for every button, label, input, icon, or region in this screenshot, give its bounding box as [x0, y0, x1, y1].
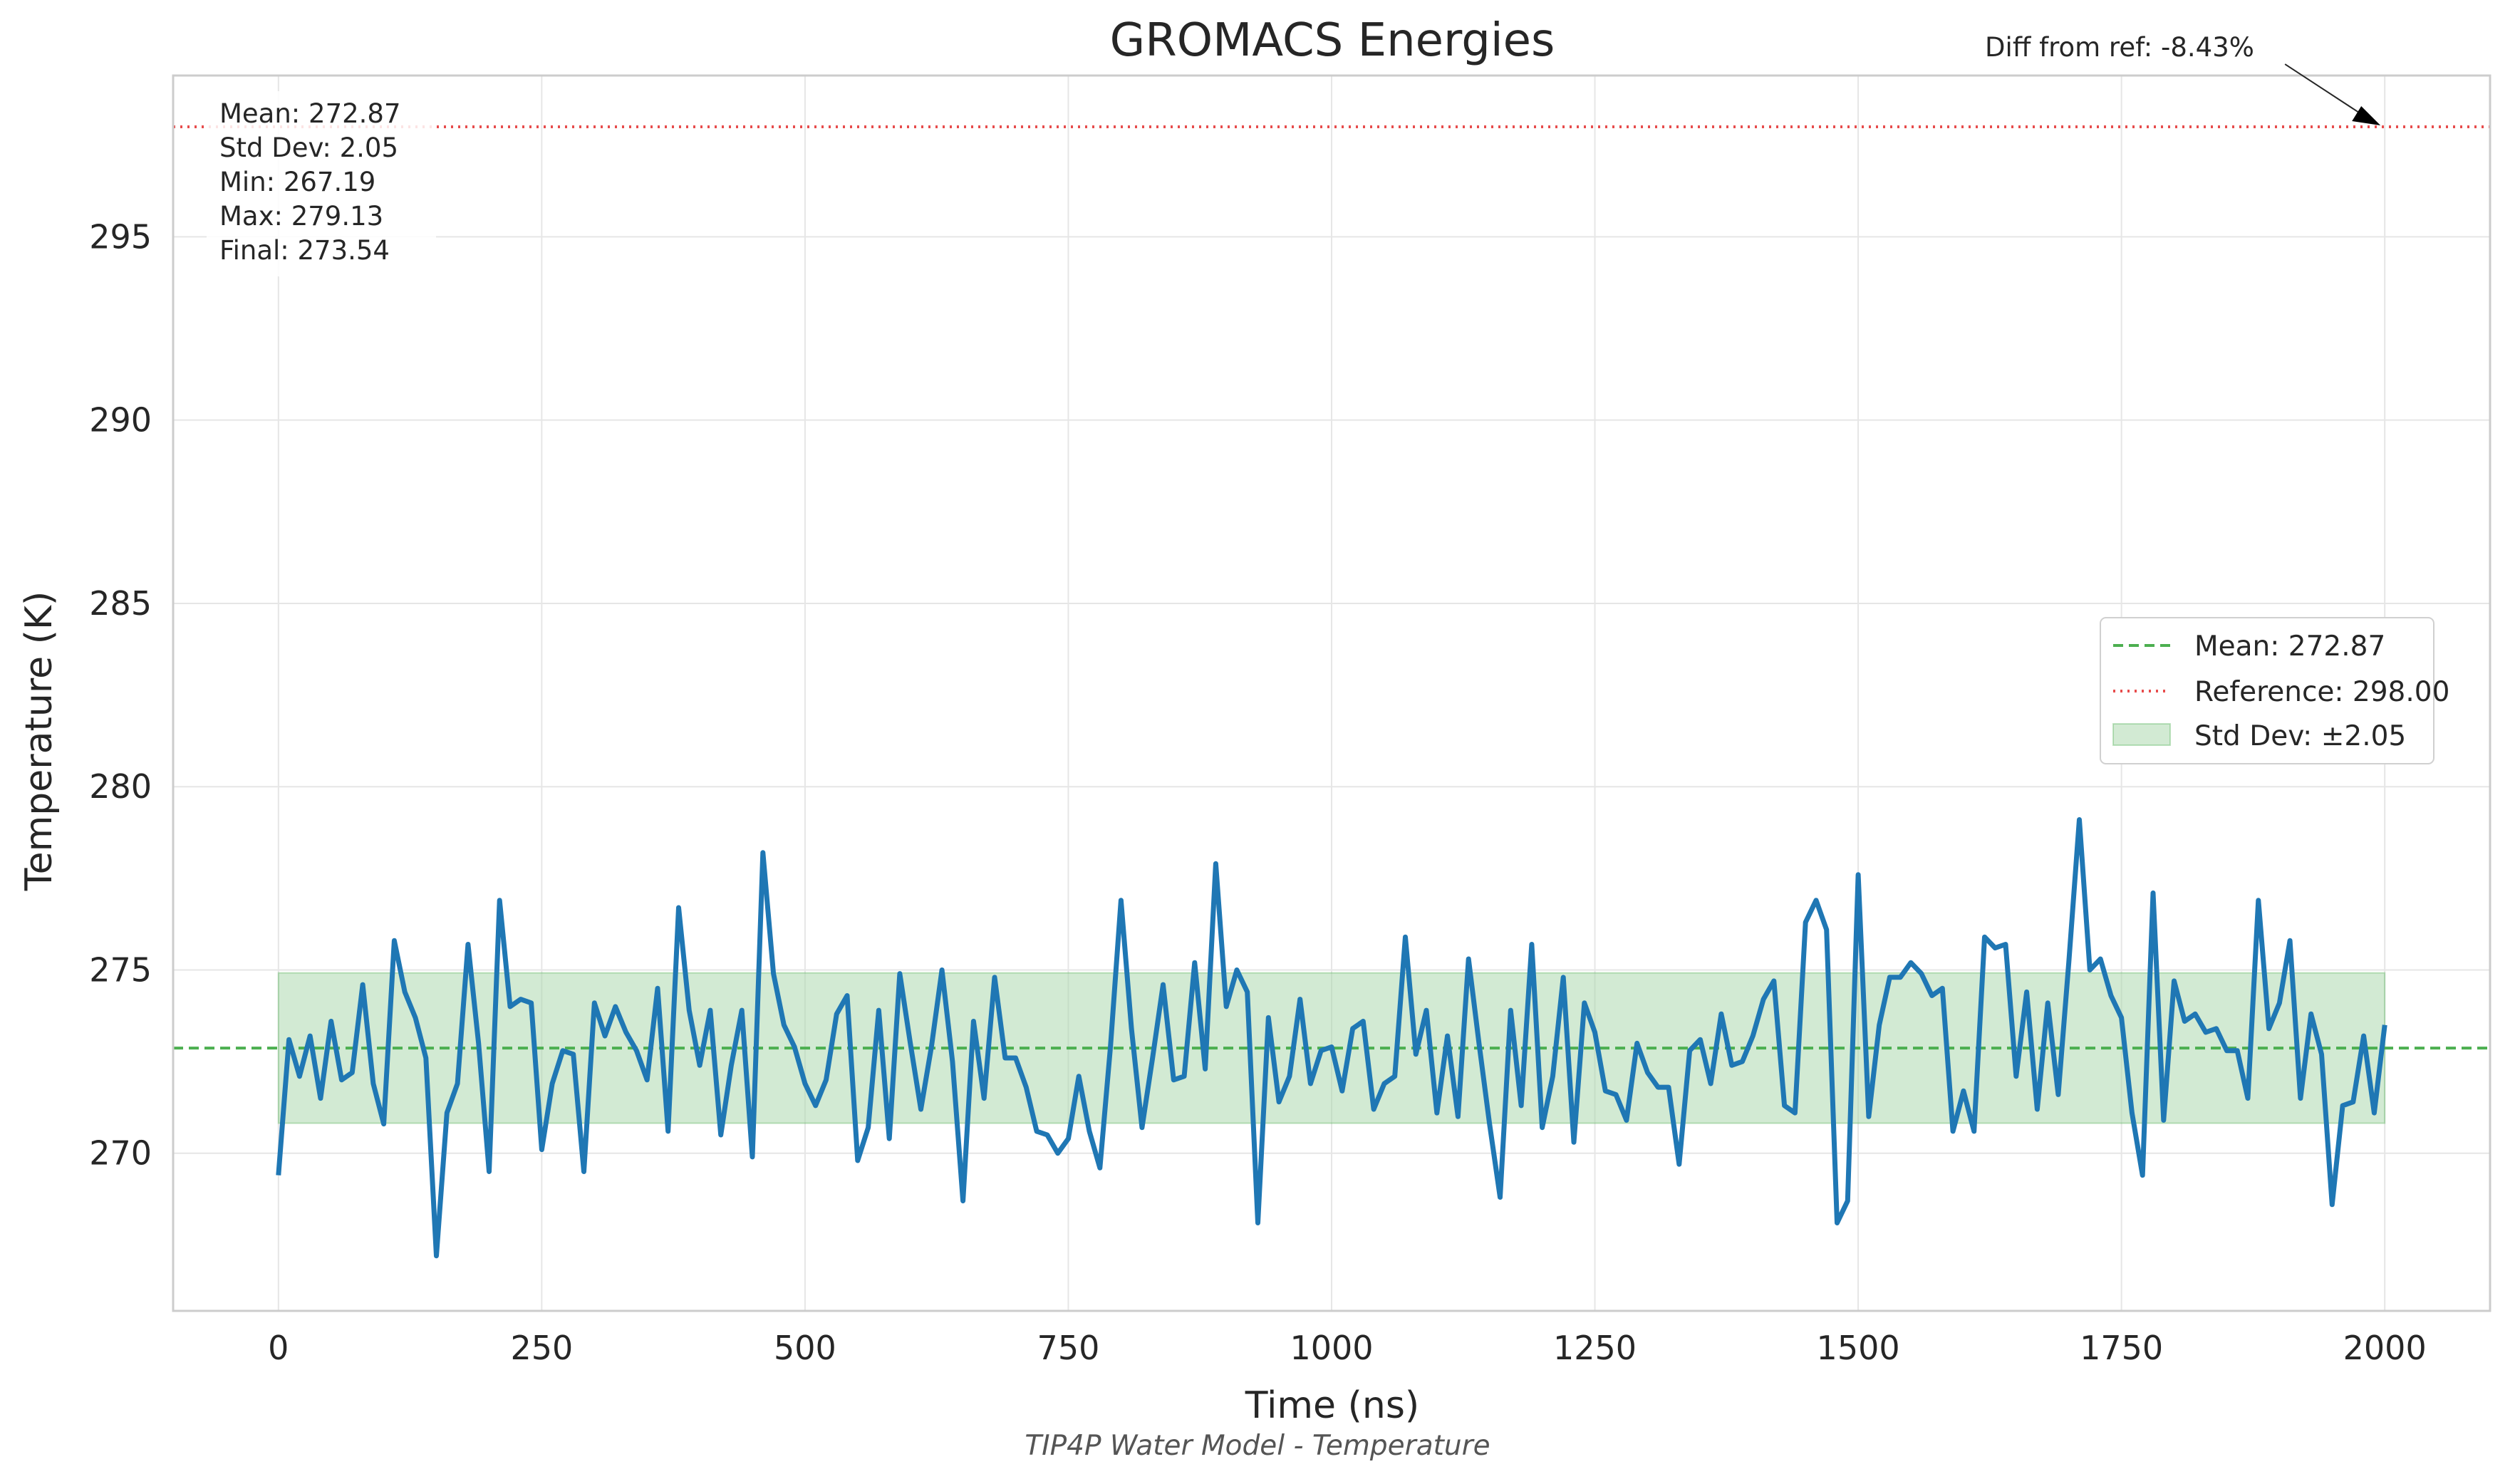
x-tick-label: 1000: [1290, 1329, 1373, 1367]
x-tick-label: 250: [510, 1329, 573, 1367]
diff-annotation-text: Diff from ref: -8.43%: [1985, 32, 2254, 63]
temperature-series-line: [276, 817, 2387, 1259]
stats-final: Final: 273.54: [219, 235, 390, 266]
stats-std: Std Dev: 2.05: [219, 133, 398, 163]
y-tick-label: 270: [89, 1134, 152, 1173]
chart-title: GROMACS Energies: [1110, 14, 1555, 67]
x-tick-label: 1750: [2080, 1329, 2163, 1367]
diff-annotation-arrow: [2284, 63, 2364, 116]
legend: Mean: 272.87 Reference: 298.00 Std Dev: …: [2100, 617, 2449, 764]
stats-max: Max: 279.13: [219, 201, 383, 232]
x-tick-label: 0: [268, 1329, 289, 1367]
y-axis-label: Temperature (K): [18, 591, 61, 892]
stats-mean: Mean: 272.87: [219, 98, 401, 129]
x-axis-label: Time (ns): [1245, 1384, 1419, 1427]
y-tick-label: 295: [89, 217, 152, 256]
legend-std-label: Std Dev: ±2.05: [2194, 720, 2406, 752]
stats-box: Mean: 272.87 Std Dev: 2.05 Min: 267.19 M…: [207, 91, 436, 276]
diff-annotation-arrowhead: [2352, 106, 2381, 126]
x-tick-label: 500: [774, 1329, 836, 1367]
legend-box: [2100, 617, 2434, 764]
plot-frame: [172, 74, 2491, 1312]
legend-reference-label: Reference: 298.00: [2194, 676, 2449, 708]
legend-mean-label: Mean: 272.87: [2194, 631, 2385, 663]
y-tick-label: 275: [89, 950, 152, 989]
stats-box-background: [207, 91, 436, 276]
grid-layer: [173, 76, 2490, 1311]
diff-annotation: Diff from ref: -8.43%: [1985, 32, 2381, 126]
y-tick-label: 285: [89, 584, 152, 623]
x-tick-label: 750: [1037, 1329, 1100, 1367]
legend-std-swatch: [2112, 723, 2171, 746]
x-tick-label: 1250: [1553, 1329, 1637, 1367]
y-tick-label: 290: [89, 401, 152, 440]
tick-layer: 0 250 500 750 1000 1250 1500 1750 2000 270 275 280 2…: [89, 217, 2427, 1367]
stats-min: Min: 267.19: [219, 167, 375, 197]
x-tick-label: 1500: [1817, 1329, 1900, 1367]
y-tick-label: 280: [89, 767, 152, 806]
x-tick-label: 2000: [2343, 1329, 2427, 1367]
chart-caption: TIP4P Water Model - Temperature: [1025, 1430, 1490, 1462]
